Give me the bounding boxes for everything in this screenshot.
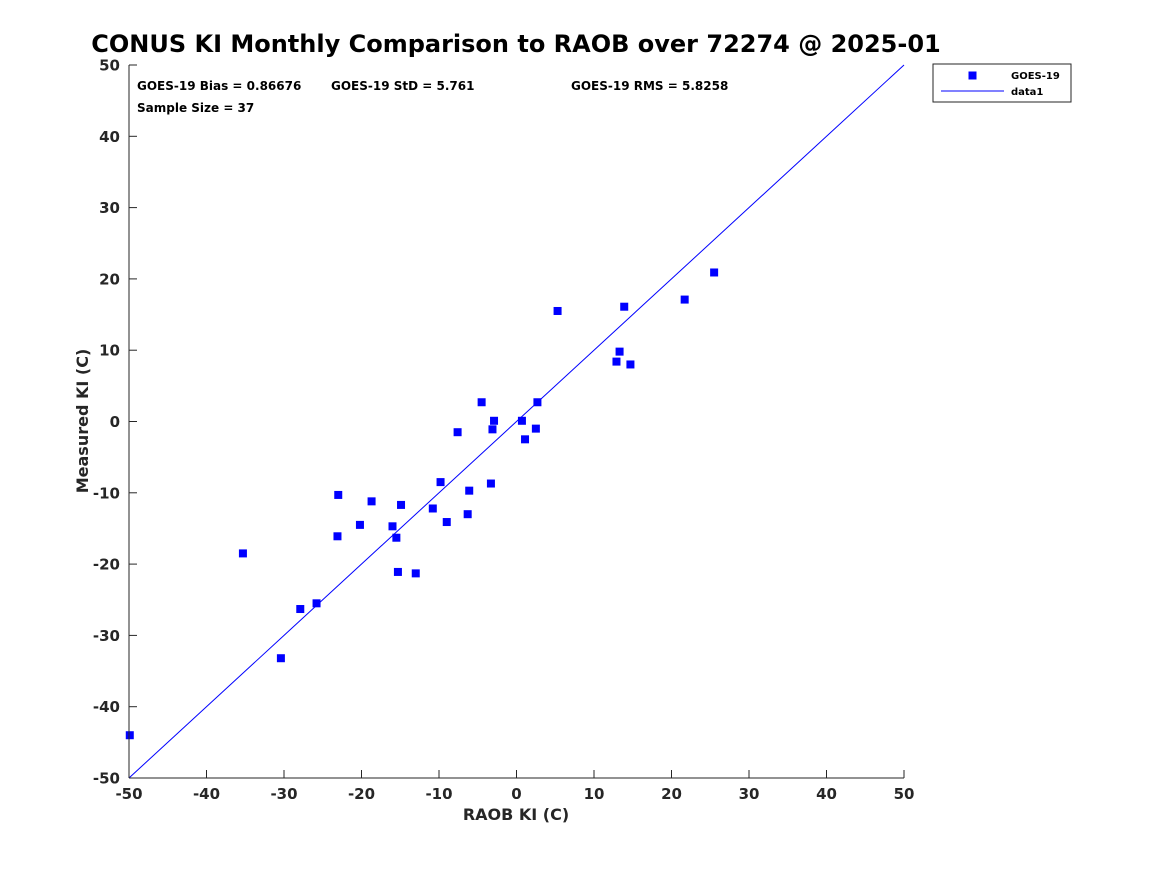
x-tick-label: -20 — [348, 785, 375, 803]
x-tick-label: -10 — [425, 785, 452, 803]
y-tick-label: -20 — [93, 556, 120, 574]
y-tick-label: -10 — [93, 484, 120, 502]
data-point-goes19 — [367, 497, 376, 506]
rms-annotation: GOES-19 RMS = 5.8258 — [571, 79, 728, 93]
y-tick-label: 0 — [110, 413, 120, 431]
y-tick-label: 10 — [99, 342, 120, 360]
data-point-goes19 — [486, 479, 495, 488]
data-point-goes19 — [388, 522, 397, 531]
data-point-goes19 — [436, 478, 445, 487]
plot-content — [125, 64, 905, 779]
data-point-goes19 — [333, 532, 342, 541]
y-tick-label: -50 — [93, 770, 120, 788]
data-point-goes19 — [477, 398, 486, 407]
data-point-goes19 — [626, 360, 635, 369]
x-tick-label: -40 — [193, 785, 220, 803]
x-tick-label: -50 — [115, 785, 142, 803]
data-point-goes19 — [428, 504, 437, 513]
sample-size-annotation: Sample Size = 37 — [137, 101, 254, 115]
legend-marker-goes19 — [968, 71, 977, 80]
x-tick-label: 50 — [894, 785, 915, 803]
data-point-goes19 — [392, 533, 401, 542]
y-tick-label: -40 — [93, 698, 120, 716]
x-ticks: -50 -40 -30 -20 -10 0 10 20 30 40 50 — [115, 770, 914, 803]
y-tick-label: 40 — [99, 128, 120, 146]
data-point-goes19 — [276, 654, 285, 663]
bias-annotation: GOES-19 Bias = 0.86676 — [137, 79, 301, 93]
x-tick-label: 0 — [511, 785, 521, 803]
legend: GOES-19 data1 — [932, 63, 1072, 103]
legend-label-data1: data1 — [1011, 87, 1043, 98]
data-point-goes19 — [465, 486, 474, 495]
data-point-goes19 — [615, 347, 624, 356]
y-tick-label: 50 — [99, 57, 120, 75]
data-point-goes19 — [612, 357, 621, 366]
data-point-goes19 — [296, 605, 305, 614]
data-point-goes19 — [521, 435, 530, 444]
data-point-goes19 — [355, 520, 364, 529]
data-point-goes19 — [620, 302, 629, 311]
data-point-goes19 — [533, 398, 542, 407]
y-axis-label: Measured KI (C) — [73, 349, 92, 494]
data-point-goes19 — [680, 295, 689, 304]
data-point-goes19 — [125, 731, 134, 740]
data-point-goes19 — [488, 425, 497, 434]
x-tick-label: 20 — [661, 785, 682, 803]
x-tick-label: 10 — [584, 785, 605, 803]
y-tick-label: -30 — [93, 627, 120, 645]
data-point-goes19 — [312, 599, 321, 608]
data-point-goes19 — [442, 518, 451, 527]
data-point-goes19 — [463, 510, 472, 519]
data-point-goes19 — [238, 549, 247, 558]
std-annotation: GOES-19 StD = 5.761 — [331, 79, 474, 93]
data-point-goes19 — [397, 500, 406, 509]
data-point-goes19 — [553, 306, 562, 315]
y-ticks: -50 -40 -30 -20 -10 0 10 20 30 40 50 — [93, 57, 137, 788]
data-point-goes19 — [531, 424, 540, 433]
data-point-goes19 — [453, 428, 462, 437]
data-point-goes19 — [517, 416, 526, 425]
data-point-goes19 — [334, 490, 343, 499]
x-tick-label: 40 — [816, 785, 837, 803]
legend-label-goes19: GOES-19 — [1011, 71, 1060, 82]
legend-box — [932, 63, 1072, 103]
x-tick-label: -30 — [270, 785, 297, 803]
y-tick-label: 30 — [99, 199, 120, 217]
data-point-goes19 — [411, 569, 420, 578]
x-axis-label: RAOB KI (C) — [463, 805, 569, 824]
series-line-data1 — [128, 64, 905, 779]
x-tick-label: 30 — [739, 785, 760, 803]
data-point-goes19 — [710, 268, 719, 277]
chart-title: CONUS KI Monthly Comparison to RAOB over… — [91, 30, 941, 58]
data-point-goes19 — [393, 567, 402, 576]
y-tick-label: 20 — [99, 270, 120, 288]
data-point-goes19 — [490, 416, 499, 425]
